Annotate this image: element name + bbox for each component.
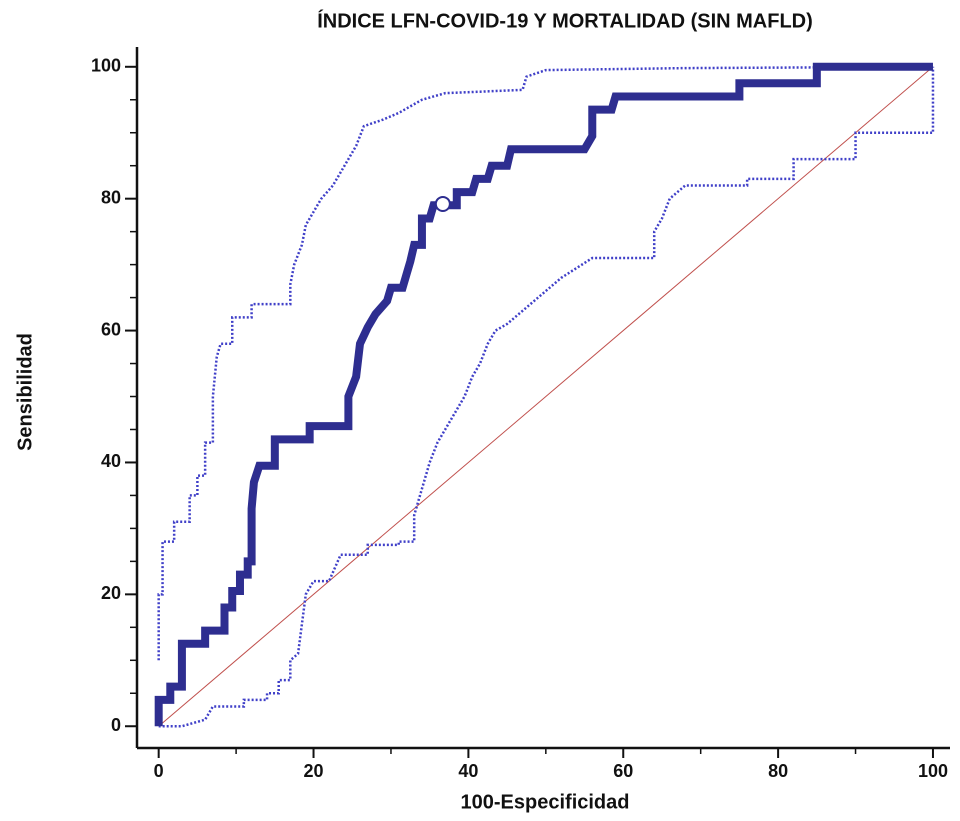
x-tick-label: 80 bbox=[768, 761, 788, 781]
y-tick-label: 100 bbox=[91, 56, 121, 76]
y-tick-label: 20 bbox=[101, 583, 121, 603]
confidence-bound bbox=[157, 65, 933, 661]
y-axis-label: Sensibilidad bbox=[14, 333, 36, 451]
confidence-bound bbox=[158, 66, 935, 728]
chart-title: ÍNDICE LFN-COVID-19 Y MORTALIDAD (SIN MA… bbox=[317, 9, 813, 32]
roc-curve bbox=[154, 62, 933, 727]
x-tick-label: 40 bbox=[458, 761, 478, 781]
x-tick-label: 100 bbox=[918, 761, 948, 781]
x-tick-label: 60 bbox=[613, 761, 633, 781]
x-tick-label: 20 bbox=[304, 761, 324, 781]
cutoff-point bbox=[434, 195, 451, 212]
reference-line bbox=[158, 66, 934, 727]
x-tick-label: 0 bbox=[154, 761, 164, 781]
y-tick-label: 0 bbox=[111, 715, 121, 735]
x-axis-label: 100-Especificidad bbox=[461, 791, 630, 813]
y-tick-label: 60 bbox=[101, 319, 121, 339]
y-tick-label: 80 bbox=[101, 187, 121, 207]
y-tick-label: 40 bbox=[101, 451, 121, 471]
